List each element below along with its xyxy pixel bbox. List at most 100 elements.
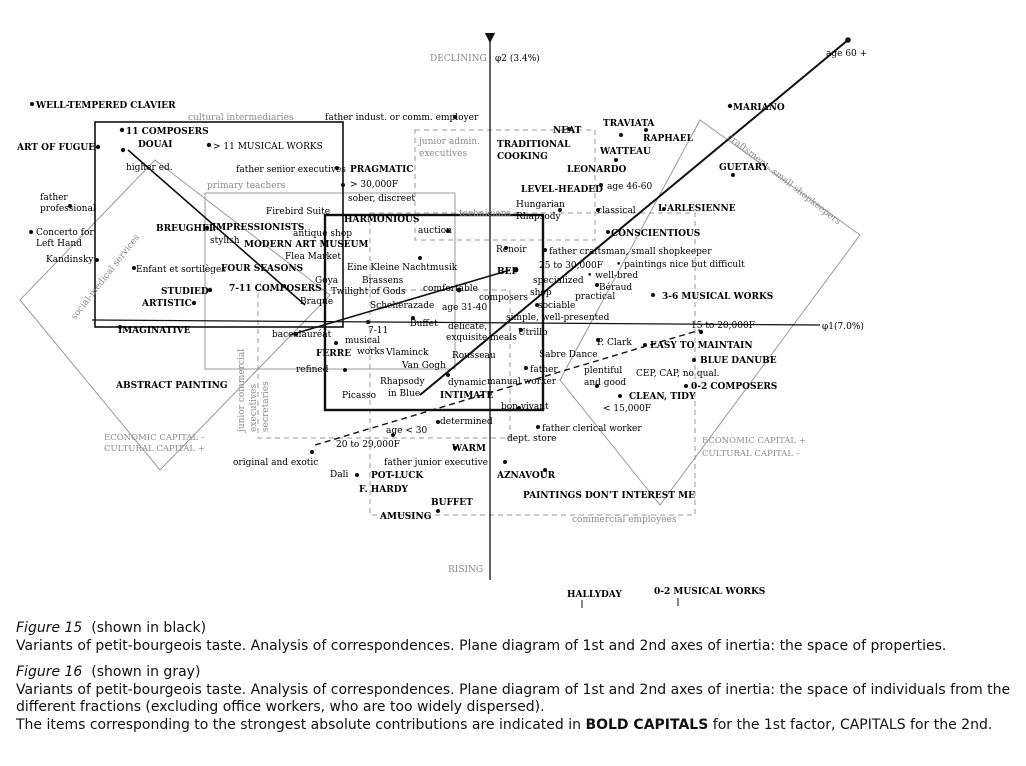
label-f15000: < 15,000F (603, 404, 651, 414)
commercial-employees-outline (369, 212, 696, 516)
dot (119, 127, 125, 133)
label-musical-works-line2: works (357, 347, 385, 357)
label-guetary: GUETARY (719, 163, 769, 173)
dot (596, 208, 600, 212)
dot (29, 230, 33, 234)
label-plentiful-line2: and good (584, 378, 626, 388)
dot (504, 246, 508, 250)
dot (731, 173, 735, 177)
right-cluster-labels: TRADITIONAL COOKING NEAT TRAVIATA RAPHAE… (479, 49, 867, 600)
dot (341, 183, 345, 187)
dot (619, 133, 623, 137)
label-utrillo: Utrillo (518, 328, 548, 338)
label-mariano: MARIANO (733, 103, 785, 113)
group-junior-admin-line2: executives (419, 149, 467, 159)
label-warm: WARM (451, 444, 486, 454)
fig15-note: (shown in black) (91, 620, 207, 636)
legend-pre: The items corresponding to the strongest… (16, 716, 586, 733)
legend-text: The items corresponding to the strongest… (16, 717, 1020, 735)
dot (595, 384, 599, 388)
label-artistic: ARTISTIC (141, 299, 192, 309)
label-specialized: specialized (533, 276, 584, 286)
label-van-gogh: Van Gogh (401, 361, 446, 371)
dot (436, 509, 440, 513)
label-picasso: Picasso (342, 391, 376, 401)
label-musical-works-line1: musical (345, 336, 380, 346)
label-vlaminck: Vlaminck (385, 348, 429, 358)
legend-bold: BOLD CAPITALS (585, 716, 709, 733)
dot (446, 373, 450, 377)
label-father-professional-line1: father (40, 193, 68, 203)
label-four-seasons: FOUR SEASONS (221, 264, 303, 274)
dot (436, 420, 440, 424)
label-flea-market: Flea Market (285, 252, 341, 262)
dot (310, 450, 314, 454)
label-musical-works-11: > 11 MUSICAL WORKS (213, 142, 323, 152)
label-auction: auction (418, 226, 452, 236)
dot (536, 425, 540, 429)
dot (68, 204, 72, 208)
label-plentiful-line1: plentiful (584, 366, 622, 376)
label-traditional-line1: TRADITIONAL (497, 140, 571, 150)
dot (692, 358, 696, 362)
label-f25-30: 25 to 30,000F (539, 261, 603, 271)
dot (524, 366, 528, 370)
label-works-7-11: 7-11 (368, 326, 388, 336)
label-modern-art: MODERN ART MUSEUM (244, 240, 368, 250)
label-raphael: RAPHAEL (643, 134, 694, 144)
label-neat: NEAT (553, 126, 582, 136)
axis-top-label: DECLINING (430, 54, 487, 64)
dot (95, 258, 99, 262)
axis-1-line (91, 319, 821, 326)
center-cluster-labels: father indust. or comm. employer PRAGMAT… (233, 113, 517, 522)
group-junior-admin-line1: junior admin. (418, 137, 480, 147)
label-manual-worker: manual worker (487, 377, 557, 387)
label-twilight: Twilight of Gods (331, 287, 406, 297)
fig16-note: (shown in gray) (91, 664, 201, 680)
label-paintings-nice: • paintings nice but difficult (616, 260, 745, 270)
dot (118, 325, 122, 329)
label-age-60-plus: age 60 + (826, 49, 867, 59)
label-exquisite-meals: exquisite meals (446, 333, 517, 343)
label-age-46-60: age 46-60 (607, 182, 653, 192)
label-renoir: Renoir (496, 245, 527, 255)
label-conscientious: CONSCIENTIOUS (611, 229, 700, 239)
label-determined: determined (440, 417, 493, 427)
fig16-text: Variants of petit-bourgeois taste. Analy… (16, 681, 1011, 716)
dot (595, 283, 599, 287)
label-refined: refined (296, 365, 329, 375)
label-breughel: BREUGHEL (156, 224, 216, 234)
quadrant-left-line1: ECONOMIC CAPITAL – (104, 433, 205, 443)
dot (132, 266, 136, 270)
dot (206, 142, 212, 148)
label-impressionists: IMPRESSIONISTS (212, 223, 304, 233)
dot (334, 341, 338, 345)
label-art-of-fugue: ART OF FUGUE (16, 143, 95, 153)
dot (558, 208, 562, 212)
income-trajectory-upper (289, 269, 511, 336)
label-firebird: Firebird Suite (266, 207, 330, 217)
label-composers-7-11: 7-11 COMPOSERS (229, 284, 322, 294)
dot (845, 37, 851, 43)
label-sober: sober, discreet (348, 194, 415, 204)
junior-commercial-outline (257, 289, 511, 439)
dot (204, 225, 210, 231)
dot (120, 147, 126, 153)
label-imaginative: IMAGINATIVE (118, 326, 191, 336)
label-baccalaureat: baccalauréat (272, 329, 332, 340)
label-traviata: TRAVIATA (603, 119, 655, 129)
dot (519, 328, 523, 332)
label-buffet-small: Buffet (410, 319, 438, 329)
dot (30, 102, 34, 106)
label-rousseau: Rousseau (452, 351, 496, 361)
dot (453, 446, 457, 450)
label-rhapsody-line1: Rhapsody (380, 377, 425, 387)
label-bep: BEP (497, 267, 518, 277)
label-intimate: INTIMATE (440, 391, 493, 401)
label-age-under-30: age < 30 (386, 426, 427, 436)
dot (503, 460, 507, 464)
dot (513, 267, 519, 273)
craftsmen-outline (559, 119, 861, 506)
gray-group-outlines (19, 119, 861, 516)
dot (599, 183, 603, 187)
